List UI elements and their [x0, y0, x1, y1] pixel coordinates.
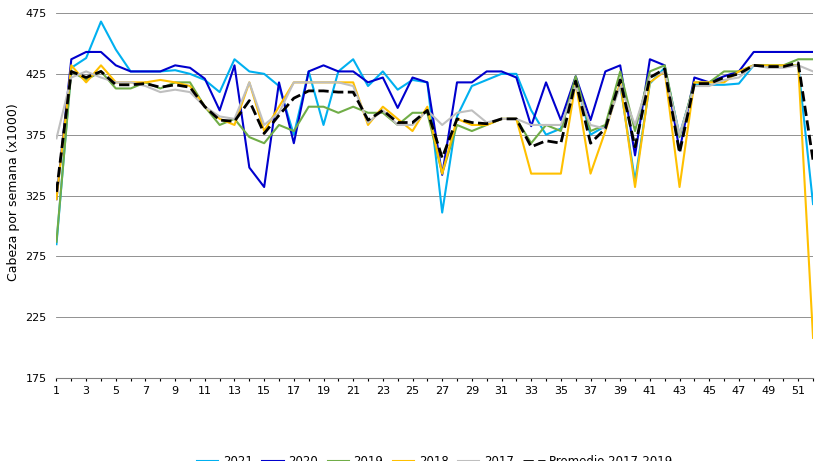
Line: 2019: 2019 [57, 59, 812, 242]
2021 [125, 69, 135, 74]
Y-axis label: Cabeza por semana (x1000): Cabeza por semana (x1000) [7, 104, 20, 281]
Promedio 2017-2019 [52, 189, 61, 195]
Promedio 2017-2019 [111, 82, 120, 88]
2020 [52, 196, 61, 202]
2019 [111, 86, 120, 91]
Promedio 2017-2019 [748, 63, 758, 68]
2021 [422, 80, 432, 85]
2017 [541, 122, 550, 128]
2017 [52, 136, 61, 141]
2021 [96, 19, 106, 24]
2018 [52, 196, 61, 202]
2019 [541, 122, 550, 128]
2019 [792, 57, 802, 62]
Promedio 2017-2019 [319, 88, 328, 94]
Line: 2020: 2020 [57, 52, 812, 199]
2020 [555, 118, 565, 123]
2018 [422, 104, 432, 109]
Legend: 2021, 2020, 2019, 2018, 2017, Promedio 2017-2019: 2021, 2020, 2019, 2018, 2017, Promedio 2… [192, 451, 676, 461]
2017 [511, 116, 521, 122]
2018 [762, 63, 772, 68]
2017 [762, 65, 772, 71]
Promedio 2017-2019 [511, 116, 521, 122]
Line: 2018: 2018 [57, 65, 812, 338]
2021 [808, 201, 817, 207]
Promedio 2017-2019 [407, 120, 417, 125]
2020 [333, 69, 343, 74]
2017 [319, 80, 328, 85]
2019 [52, 239, 61, 244]
2018 [808, 335, 817, 341]
2018 [333, 80, 343, 85]
2019 [808, 57, 817, 62]
2020 [526, 124, 536, 129]
2021 [555, 126, 565, 131]
2018 [555, 171, 565, 177]
2021 [526, 107, 536, 113]
2020 [422, 80, 432, 85]
2018 [66, 63, 76, 68]
2019 [319, 104, 328, 109]
Line: 2017: 2017 [57, 65, 812, 138]
2021 [52, 242, 61, 247]
2018 [526, 171, 536, 177]
2017 [808, 69, 817, 74]
2020 [81, 49, 91, 55]
2019 [407, 110, 417, 116]
Line: Promedio 2017-2019: Promedio 2017-2019 [57, 63, 812, 192]
Promedio 2017-2019 [792, 60, 802, 65]
Line: 2021: 2021 [57, 22, 812, 244]
2017 [407, 122, 417, 128]
2020 [808, 49, 817, 55]
2021 [333, 69, 343, 74]
2017 [748, 63, 758, 68]
Promedio 2017-2019 [808, 158, 817, 163]
2018 [125, 80, 135, 85]
2021 [762, 63, 772, 68]
2020 [125, 69, 135, 74]
2020 [762, 49, 772, 55]
2017 [111, 80, 120, 85]
2019 [511, 116, 521, 122]
Promedio 2017-2019 [541, 138, 550, 143]
2019 [748, 63, 758, 68]
